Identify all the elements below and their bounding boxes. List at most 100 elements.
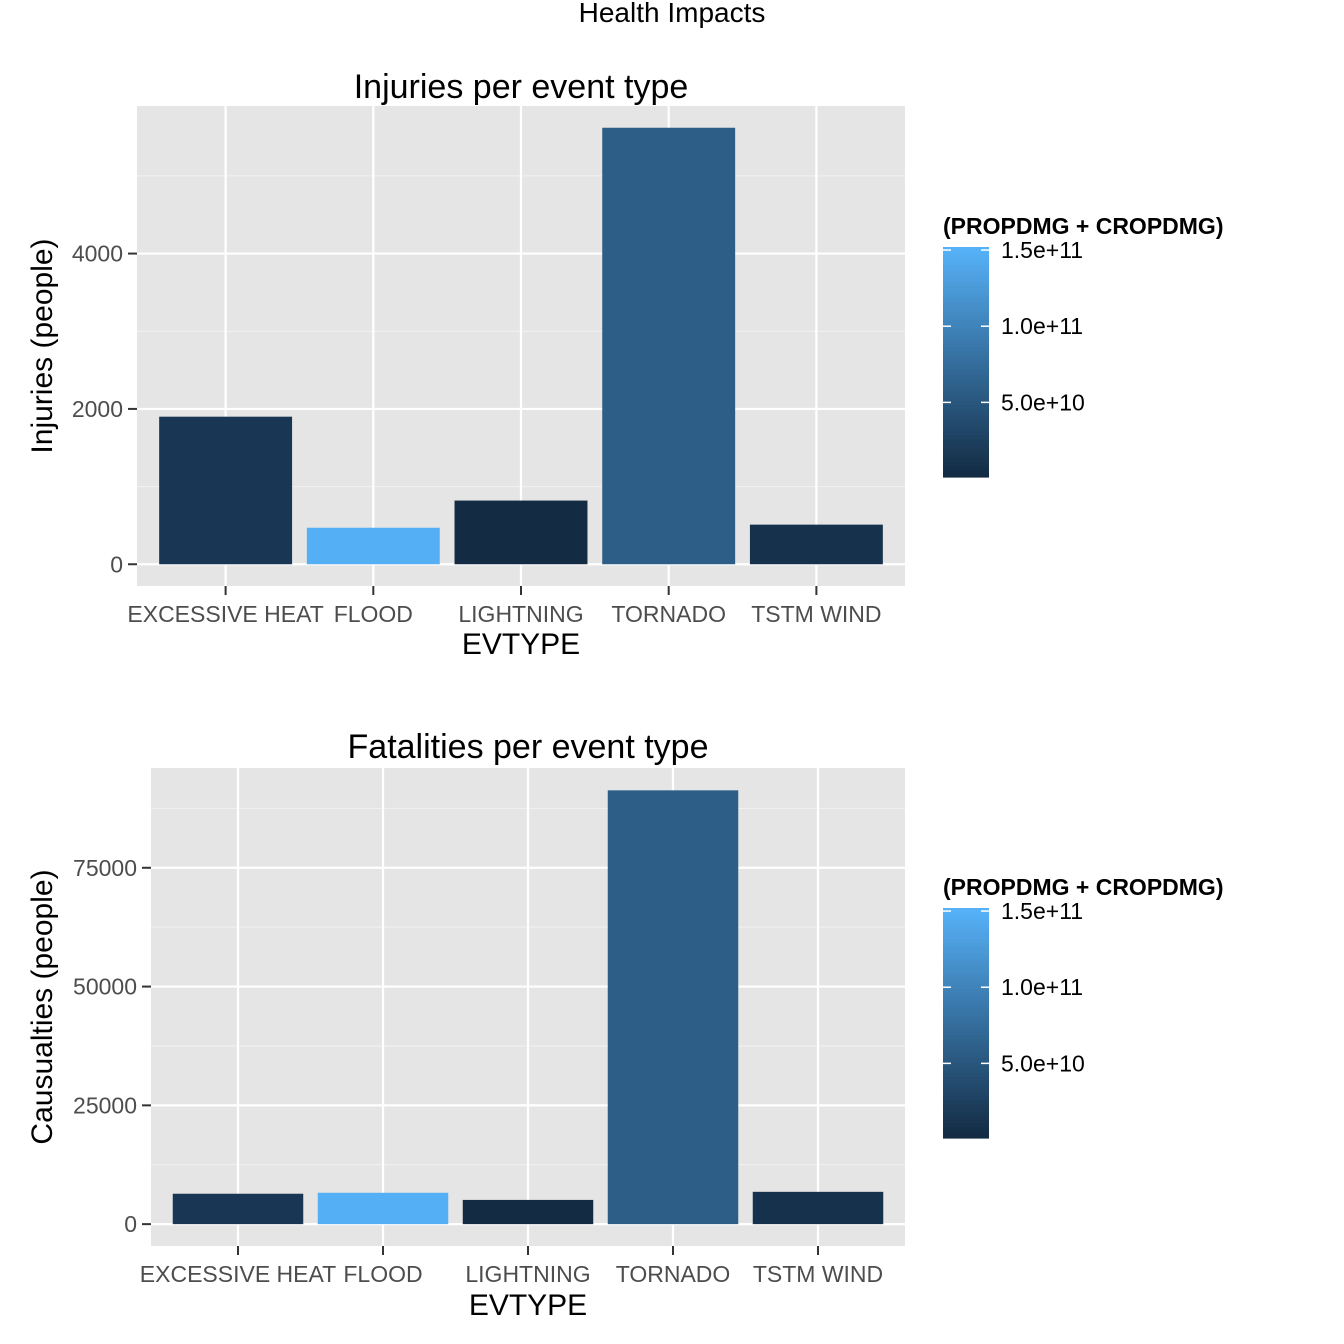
legend-colorbar-strip [943, 342, 989, 348]
legend-colorbar-strip [943, 254, 989, 260]
x-tick-label: EXCESSIVE HEAT [140, 1261, 336, 1287]
legend-colorbar-strip [943, 346, 989, 352]
legend-colorbar-strip [943, 1015, 989, 1020]
legend-colorbar-strip [943, 977, 989, 982]
legend-colorbar-strip [943, 946, 989, 951]
legend-colorbar-strip [943, 911, 989, 917]
legend-colorbar-strip [943, 427, 989, 432]
legend-colorbar-strip [943, 1026, 989, 1032]
y-tick-label: 50000 [73, 974, 137, 1000]
legend-colorbar-strip [943, 1003, 989, 1009]
legend-colorbar-strip [943, 289, 989, 294]
bar-lightning [462, 1199, 594, 1225]
fatalities-chart: 0 25000 50000 75000 EXCESSIVE HEAT FLOOD LIGHT… [26, 728, 1223, 1322]
legend-colorbar-strip [943, 980, 989, 986]
legend-colorbar-strip [943, 319, 989, 325]
legend-colorbar-strip [943, 296, 989, 302]
legend-colorbar-strip [943, 1122, 989, 1128]
legend-colorbar-strip [943, 1000, 989, 1005]
legend-colorbar-strip [943, 404, 989, 409]
legend-colorbar-strip [943, 973, 989, 978]
legend-colorbar-strip [943, 1107, 989, 1112]
legend-colorbar-strip [943, 1130, 989, 1135]
legend-colorbar-strip [943, 1042, 989, 1047]
y-axis-label: Causualties (people) [26, 869, 59, 1144]
legend-colorbar-strip [943, 1061, 989, 1066]
legend-label: 5.0e+10 [1001, 1050, 1085, 1076]
legend-colorbar-strip [943, 392, 989, 398]
legend-colorbar-strip [943, 992, 989, 997]
x-axis-label: EVTYPE [469, 1289, 587, 1322]
x-tick-label: TSTM WIND [753, 1261, 883, 1287]
bar-lightning [454, 500, 588, 565]
legend-colorbar-strip [943, 438, 989, 444]
legend-colorbar-strip [943, 469, 989, 474]
legend-colorbar-strip [943, 270, 989, 275]
legend-colorbar-strip [943, 1046, 989, 1051]
legend-colorbar-strip [943, 316, 989, 321]
y-tick-label: 25000 [73, 1092, 137, 1118]
legend-colorbar-strip [943, 1069, 989, 1074]
legend-colorbar-strip [943, 957, 989, 963]
legend-colorbar-strip [943, 1111, 989, 1116]
legend-colorbar-strip [943, 450, 989, 455]
legend-colorbar-strip [943, 358, 989, 363]
legend-colorbar-strip [943, 327, 989, 332]
legend-colorbar-strip [943, 1076, 989, 1082]
legend-colorbar-strip [943, 1019, 989, 1024]
legend-colorbar-strip [943, 961, 989, 967]
legend-colorbar-strip [943, 996, 989, 1001]
legend-colorbar-strip [943, 388, 989, 394]
legend-colorbar-strip [943, 434, 989, 440]
bar-flood [317, 1192, 449, 1225]
bar-tstm-wind [749, 524, 883, 565]
y-tick-label: 2000 [72, 396, 123, 422]
legend-colorbar-strip [943, 365, 989, 371]
legend-label: 1.5e+11 [1001, 237, 1083, 263]
legend-colorbar-strip [943, 400, 989, 405]
legend-colorbar-strip [943, 277, 989, 283]
legend-colorbar-strip [943, 250, 989, 256]
x-tick-label: LIGHTNING [458, 601, 583, 627]
legend-colorbar-strip [943, 1072, 989, 1078]
legend-colorbar-strip [943, 1092, 989, 1097]
x-tick-label: EXCESSIVE HEAT [127, 601, 323, 627]
legend-colorbar-strip [943, 377, 989, 382]
legend-colorbar-strip [943, 1049, 989, 1055]
legend-colorbar-strip [943, 411, 989, 417]
legend-colorbar-strip [943, 1088, 989, 1093]
legend-colorbar-strip [943, 1134, 989, 1139]
y-tick-label: 75000 [73, 855, 137, 881]
legend-colorbar-strip [943, 408, 989, 413]
bar-flood [306, 527, 440, 565]
x-tick-label: FLOOD [343, 1261, 422, 1287]
legend-label: 1.0e+11 [1001, 313, 1083, 339]
legend-colorbar-strip [943, 304, 989, 309]
legend-colorbar-strip [943, 927, 989, 932]
legend-colorbar-strip [943, 350, 989, 355]
legend-colorbar-strip [943, 1023, 989, 1028]
legend-colorbar-strip [943, 369, 989, 375]
injuries-chart: 0 2000 4000 EXCESSIVE HEAT FLOOD LIGHTNING TOR… [26, 68, 1223, 661]
legend-colorbar-strip [943, 1007, 989, 1013]
legend-colorbar-strip [943, 969, 989, 974]
x-tick-label: TORNADO [616, 1261, 731, 1287]
legend-colorbar-strip [943, 266, 989, 271]
legend-colorbar-strip [943, 1095, 989, 1101]
legend-colorbar-strip [943, 1084, 989, 1089]
y-tick-label: 0 [110, 551, 123, 577]
x-tick-label: TSTM WIND [751, 601, 881, 627]
x-tick-label: FLOOD [334, 601, 413, 627]
legend-colorbar-strip [943, 1099, 989, 1105]
legend-colorbar-strip [943, 1065, 989, 1070]
legend-colorbar-strip [943, 950, 989, 955]
chart-title: Injuries per event type [354, 68, 689, 106]
legend-colorbar-strip [943, 954, 989, 959]
legend-colorbar-strip [943, 293, 989, 298]
legend-colorbar-strip [943, 1080, 989, 1085]
x-axis-label: EVTYPE [462, 628, 580, 661]
legend-colorbar-strip [943, 415, 989, 421]
legend-colorbar-strip [943, 942, 989, 947]
legend-colorbar-strip [943, 362, 989, 367]
